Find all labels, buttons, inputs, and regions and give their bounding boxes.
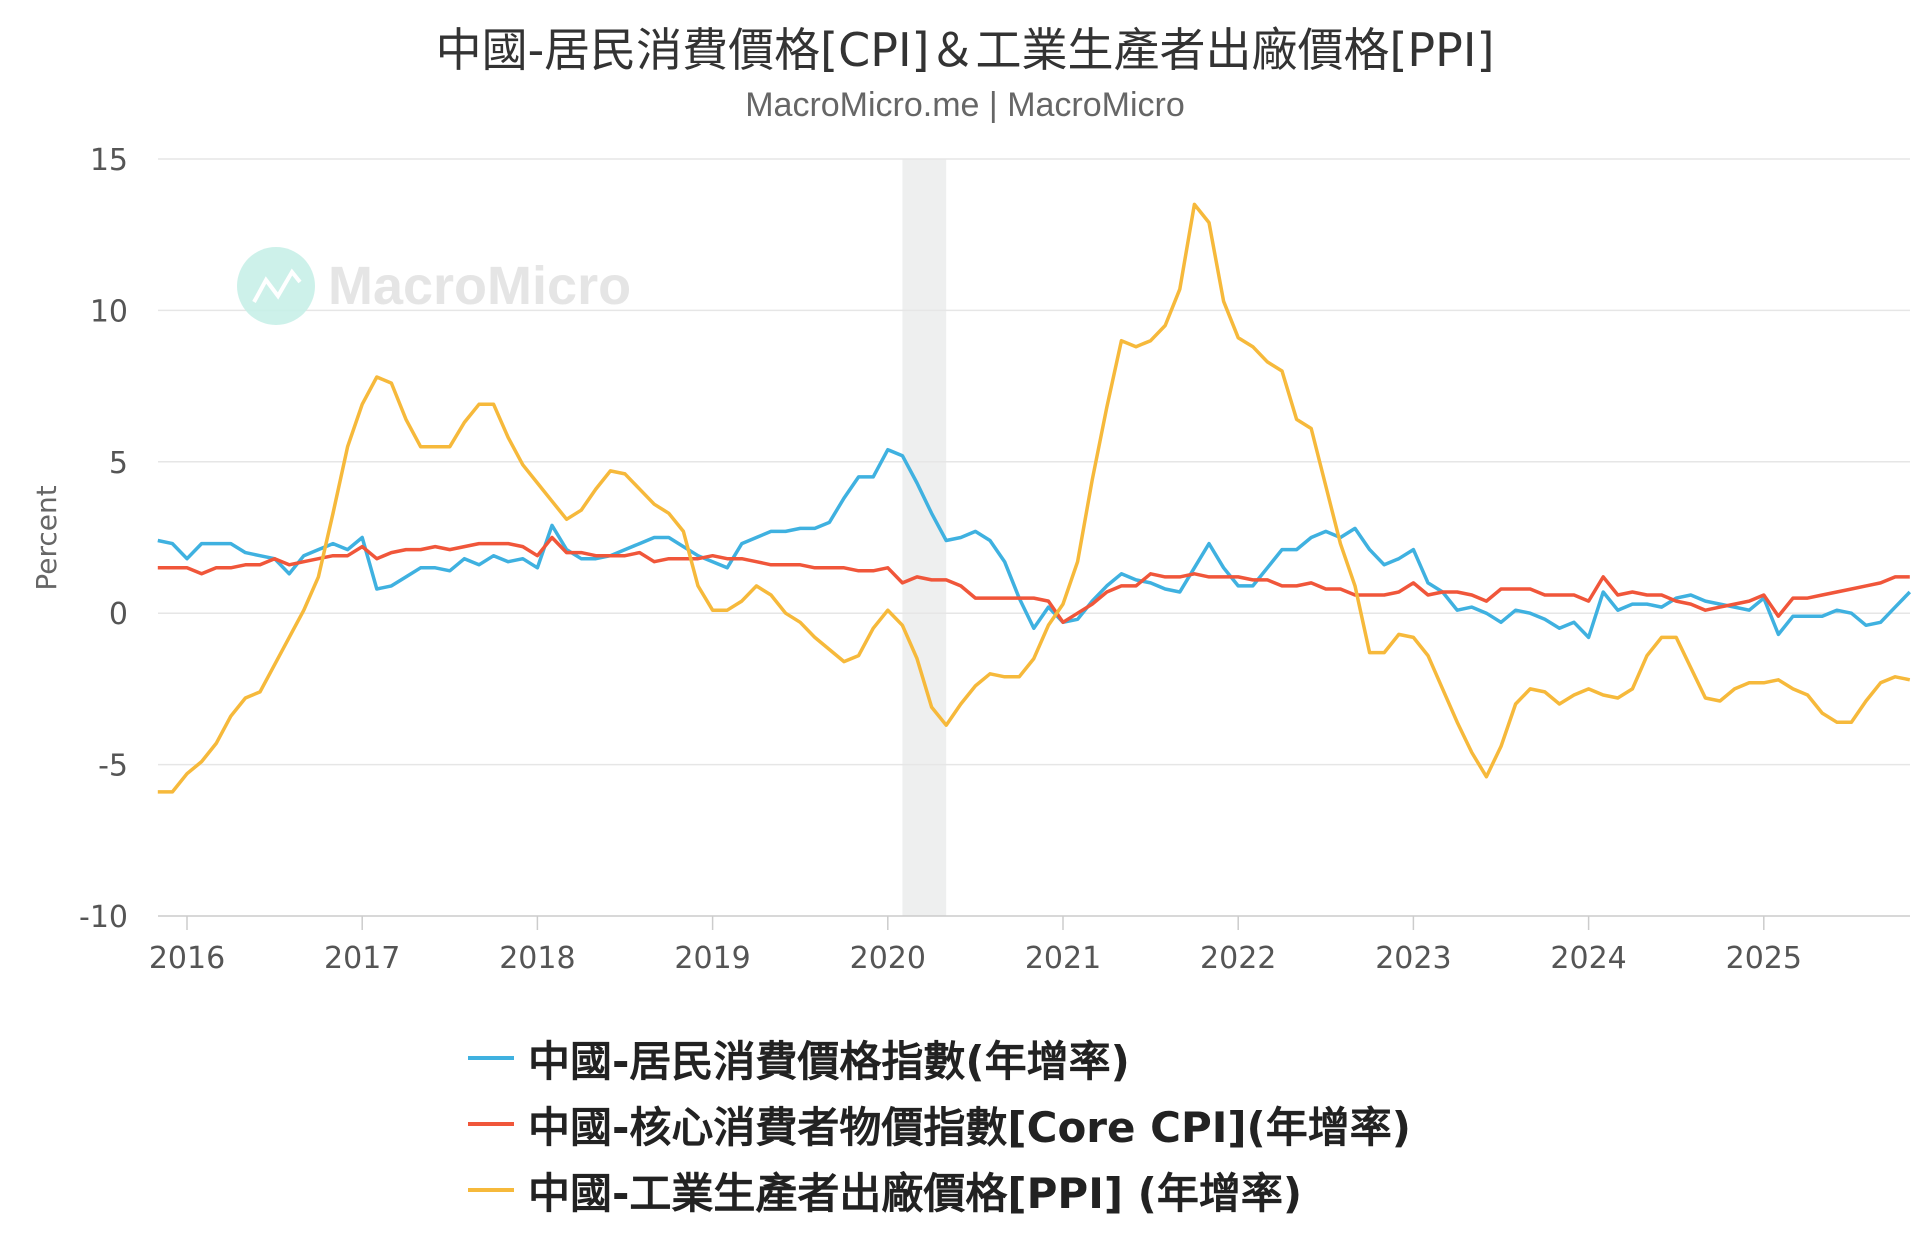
watermark-text: MacroMicro (328, 256, 631, 316)
x-tick-label: 2023 (1375, 941, 1451, 976)
x-tick-label: 2022 (1200, 941, 1276, 976)
watermark: MacroMicro (237, 247, 631, 325)
y-axis-label: Percent (30, 485, 63, 590)
watermark-logo-chart-icon (252, 268, 302, 303)
legend-item-core-cpi[interactable]: 中國-核心消費者物價指數[Core CPI](年增率) (468, 1091, 1411, 1157)
watermark-logo-icon (237, 247, 315, 325)
chart-title: 中國-居民消費價格[CPI]＆工業生產者出廠價格[PPI] (435, 23, 1495, 77)
legend-item-cpi[interactable]: 中國-居民消費價格指數(年增率) (468, 1025, 1411, 1091)
x-tick-label: 2021 (1025, 941, 1101, 976)
x-tick-label: 2019 (674, 941, 750, 976)
y-tick-label: 5 (109, 446, 128, 481)
series-line-cpi (157, 447, 1912, 640)
y-tick-label: -10 (79, 900, 128, 935)
x-tick-label: 2024 (1550, 941, 1626, 976)
y-tick-label: 10 (90, 294, 128, 329)
chart-subtitle: MacroMicro.me | MacroMicro (745, 86, 1185, 124)
legend-swatch-cpi (468, 1056, 514, 1060)
series-line-ppi (157, 202, 1911, 794)
y-tick-label: -5 (98, 749, 128, 784)
y-tick-label: 0 (109, 597, 128, 632)
legend-item-ppi[interactable]: 中國-工業生產者出廠價格[PPI] (年增率) (468, 1157, 1411, 1223)
x-tick-label: 2016 (149, 941, 225, 976)
legend-label-cpi: 中國-居民消費價格指數(年增率) (528, 1036, 1130, 1086)
x-tick-label: 2025 (1726, 941, 1802, 976)
series-line-core (157, 535, 1910, 625)
x-tick-label: 2020 (850, 941, 926, 976)
x-tick-label: 2018 (499, 941, 575, 976)
shaded-period (902, 159, 947, 916)
x-tick-label: 2017 (324, 941, 400, 976)
legend-swatch-ppi (468, 1188, 514, 1192)
legend-swatch-core-cpi (468, 1122, 514, 1126)
legend-label-ppi: 中國-工業生產者出廠價格[PPI] (年增率) (528, 1168, 1303, 1218)
y-tick-label: 15 (90, 143, 128, 178)
legend: 中國-居民消費價格指數(年增率) 中國-核心消費者物價指數[Core CPI](… (468, 1025, 1411, 1223)
legend-label-core-cpi: 中國-核心消費者物價指數[Core CPI](年增率) (528, 1102, 1411, 1152)
